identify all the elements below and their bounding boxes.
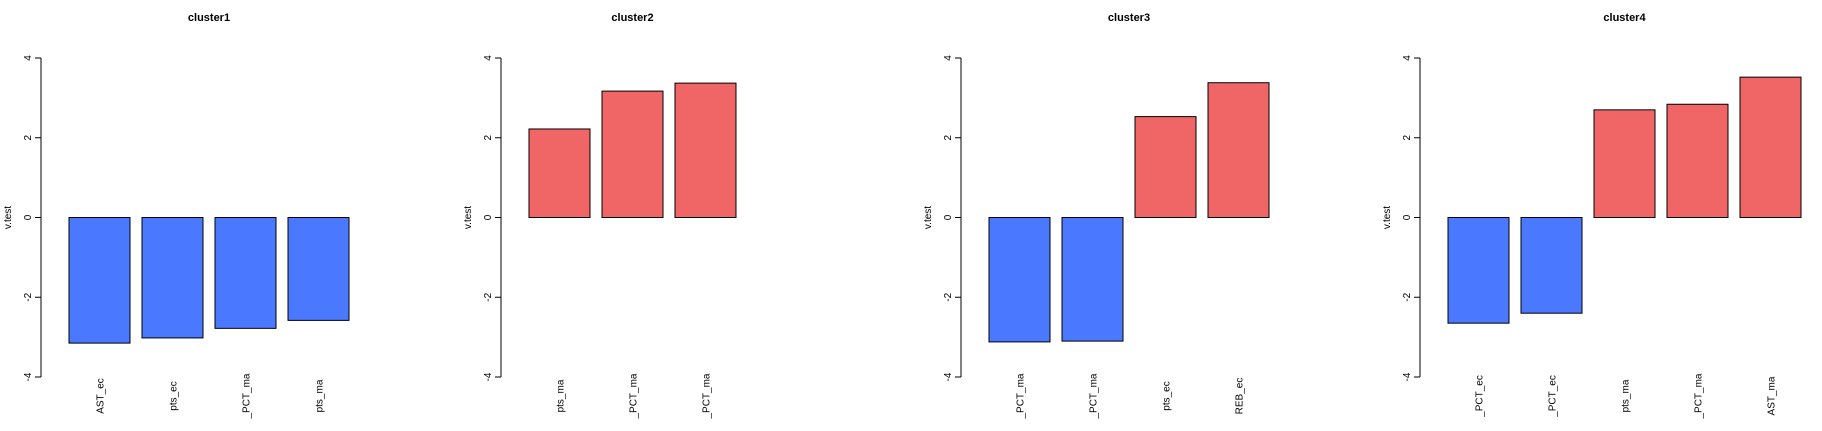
x-category-label: _PCT_ec xyxy=(1548,375,1559,418)
x-category-label: _PCT_ma xyxy=(629,373,640,419)
chart-title: cluster2 xyxy=(611,12,653,24)
y-tick-label: 4 xyxy=(1402,55,1413,61)
bar xyxy=(1061,217,1124,342)
bar xyxy=(1666,103,1729,218)
y-tick-label: 0 xyxy=(483,214,494,220)
x-category-label: pts_ec xyxy=(169,381,180,410)
y-tick-label: 2 xyxy=(943,135,954,141)
x-category-label: _PCT_ma xyxy=(1016,373,1027,419)
y-tick-label: -2 xyxy=(23,292,34,301)
chart-title: cluster1 xyxy=(188,12,230,24)
y-tick-label: 2 xyxy=(483,135,494,141)
bar xyxy=(1593,109,1656,218)
x-category-label: AST_ec xyxy=(96,378,107,414)
chart-panel-1: cluster1 -4 -2 0 2 4 v.test AST_ec pts_ec _PCT_ma… xyxy=(3,12,350,420)
x-category-label: _PCT_ma xyxy=(1089,373,1100,419)
y-tick-label: 4 xyxy=(943,55,954,61)
bar xyxy=(528,128,591,218)
y-axis-label: v.test xyxy=(3,206,14,229)
x-category-label: _PCT_ma xyxy=(702,373,713,419)
y-axis-label: v.test xyxy=(1382,206,1393,229)
y-tick-label: 4 xyxy=(23,55,34,61)
y-tick-label: -4 xyxy=(943,372,954,381)
y-axis-label: v.test xyxy=(923,206,934,229)
x-category-label: pts_ec xyxy=(1162,381,1173,410)
bar xyxy=(1134,116,1197,218)
x-category-label: pts_ma xyxy=(315,379,326,412)
bar xyxy=(287,217,350,321)
x-category-label: _PCT_ma xyxy=(1694,373,1705,419)
y-tick-label: -2 xyxy=(1402,292,1413,301)
bar xyxy=(1739,76,1802,218)
bar xyxy=(141,217,204,339)
bar xyxy=(1447,217,1510,324)
x-category-label: REB_ec xyxy=(1235,378,1246,415)
bar xyxy=(68,217,131,344)
y-tick-label: 4 xyxy=(483,55,494,61)
x-category-label: _PCT_ec xyxy=(1475,375,1486,418)
bar xyxy=(1207,82,1270,218)
y-tick-label: -4 xyxy=(23,372,34,381)
bar xyxy=(988,217,1051,343)
x-category-label: pts_ma xyxy=(556,379,567,412)
chart-panel-3: cluster3 -4 -2 0 2 4 v.test _PCT_ma _PCT_ma pts_e… xyxy=(923,12,1270,420)
y-tick-label: 2 xyxy=(23,135,34,141)
y-axis-label: v.test xyxy=(463,206,474,229)
chart-panel-2: cluster2 -4 -2 0 2 4 v.test pts_ma _PCT_ma _PCT_m… xyxy=(463,12,737,420)
chart-title: cluster3 xyxy=(1108,12,1150,24)
y-tick-label: 0 xyxy=(23,214,34,220)
x-category-label: AST_ma xyxy=(1767,376,1778,415)
bar xyxy=(601,90,664,218)
x-category-label: _PCT_ma xyxy=(242,373,253,419)
bar xyxy=(214,217,277,329)
y-tick-label: 2 xyxy=(1402,135,1413,141)
x-category-label: pts_ma xyxy=(1621,379,1632,412)
y-tick-label: -2 xyxy=(483,292,494,301)
y-tick-label: 0 xyxy=(943,214,954,220)
chart-panel-4: cluster4 -4 -2 0 2 4 v.test _PCT_ec _PCT_ec pts_m… xyxy=(1382,12,1802,420)
bar xyxy=(1520,217,1583,314)
chart-title: cluster4 xyxy=(1603,12,1646,24)
y-tick-label: -2 xyxy=(943,292,954,301)
y-tick-label: 0 xyxy=(1402,214,1413,220)
y-tick-label: -4 xyxy=(483,372,494,381)
bar xyxy=(674,82,737,218)
y-tick-label: -4 xyxy=(1402,372,1413,381)
